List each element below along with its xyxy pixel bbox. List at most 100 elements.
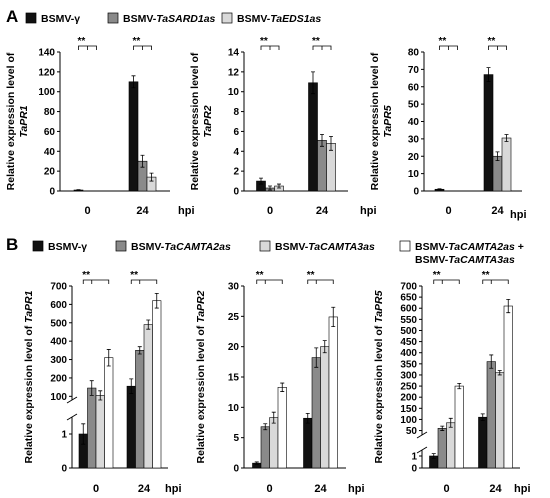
hpi-label: hpi	[165, 483, 182, 495]
x-tick-label-0: 0	[443, 483, 449, 495]
bar-s1-c0	[87, 387, 97, 469]
bar-s2-c0	[446, 422, 456, 469]
chart-b-tapr2: 0 5 10 15 20 25 30 Relative expression level of…	[195, 270, 365, 495]
bar-s0-c1	[308, 82, 318, 192]
y-axis-label-gene: TaPR5	[373, 290, 385, 322]
legend-b-label-0: BSMV-γ	[48, 241, 87, 253]
legend-a-label-prefix-2: BSMV-	[237, 13, 271, 25]
y-tick-label-12: 550	[400, 315, 417, 326]
significance-bracket-c1	[482, 279, 509, 284]
error-bar-s2-c1	[146, 319, 151, 330]
legend-b-label2-italic-3: TaCAMTA3as	[448, 254, 515, 266]
y-tick-label-0: 0	[233, 464, 239, 475]
bar-s2-c1	[501, 137, 512, 192]
error-bar-s2-c1	[497, 370, 502, 376]
legend-b-label-prefix-3: BSMV-	[415, 241, 449, 253]
hpi-label: hpi	[360, 205, 377, 217]
y-tick-label-7: 600	[50, 300, 67, 311]
bar-s3-c0	[454, 385, 464, 469]
bar-s1-c1	[492, 155, 503, 192]
legend-a: BSMV-γ BSMV- TaSARD1as BSMV-TaEDS1as	[25, 12, 321, 25]
panel-label-a: A	[6, 7, 18, 26]
error-bar-s3-c0	[106, 349, 111, 367]
legend-b-label-italic-3: TaCAMTA2as	[448, 241, 515, 253]
significance-bracket-c1	[312, 45, 332, 50]
error-bar-s0-c1	[311, 71, 315, 95]
y-axis-label: Relative expression level of	[189, 52, 201, 190]
error-bar-s1-c1	[137, 346, 142, 355]
bar-s1-c0	[437, 428, 447, 469]
y-tick-label-2: 50	[406, 426, 418, 437]
y-tick-label-6: 120	[38, 67, 55, 78]
legend-b-swatch-0	[32, 240, 44, 252]
y-tick-label-8: 350	[400, 359, 417, 370]
x-tick-label-1: 24	[491, 205, 504, 217]
error-bar-s0-c0	[76, 189, 81, 191]
y-axis-label-gene: TaPR2	[202, 105, 214, 137]
error-bar-s3-c0	[457, 383, 462, 390]
bar-s1-c1	[135, 350, 145, 469]
legend-b-label-prefix-0: BSMV-γ	[48, 241, 87, 253]
y-axis-label-prefix: Relative expression level of	[23, 323, 35, 464]
axis-break-mark	[66, 396, 78, 421]
y-tick-label-3: 200	[50, 373, 67, 384]
y-tick-label-4: 8	[233, 107, 239, 118]
legend-a-label-2: BSMV-TaEDS1as	[237, 13, 321, 25]
bar-s3-c1	[152, 300, 162, 469]
legend-b-swatch-3	[399, 240, 411, 252]
legend-a-label-prefix-0: BSMV-γ	[41, 13, 80, 25]
significance-label-c1: **	[488, 36, 496, 47]
chart-a-tapr5: 0 10 20 30 40 50 60 70 80 Relative expression lev…	[369, 36, 527, 221]
hpi-label: hpi	[178, 205, 195, 217]
y-tick-label-4: 300	[50, 355, 67, 366]
y-axis-label-gene: TaPR1	[23, 290, 35, 322]
panel-label-b: B	[6, 235, 18, 254]
y-tick-label-11: 500	[400, 326, 417, 337]
y-tick-label-6: 12	[228, 67, 240, 78]
legend-b-swatch-1	[115, 240, 127, 252]
axis-break-mark	[416, 431, 428, 454]
y-tick-label-6: 30	[228, 282, 240, 293]
error-bar-s2-c0	[271, 411, 276, 424]
x-tick-label-1: 24	[316, 205, 329, 217]
significance-bracket-c1	[130, 279, 158, 284]
error-bar-s1-c0	[268, 185, 272, 191]
legend-a-swatch-1	[107, 12, 119, 24]
y-axis-label-gene: TaPR1	[18, 105, 30, 137]
bar-s3-c1	[328, 316, 338, 469]
legend-a-label-italic-2: TaEDS1as	[270, 13, 321, 25]
bar-s0-c1	[483, 74, 494, 192]
y-tick-label-3: 100	[400, 415, 417, 426]
error-bar-s3-c1	[154, 292, 159, 309]
error-bar-s0-c1	[480, 413, 485, 421]
error-bar-s1-c0	[89, 380, 94, 396]
legend-a-label-italic-1: TaSARD1as	[156, 13, 215, 25]
y-tick-label-0: 0	[233, 187, 239, 198]
x-tick-label-1: 24	[136, 205, 149, 217]
error-bar-s2-c1	[504, 134, 509, 142]
error-bar-s2-c1	[329, 135, 333, 151]
significance-bracket-c1	[307, 279, 334, 284]
error-bar-s0-c0	[254, 461, 259, 465]
error-bar-s1-c1	[140, 154, 145, 168]
bar-s0-c1	[478, 416, 488, 469]
bar-s2-c1	[495, 372, 505, 469]
significance-label-c1: **	[307, 270, 315, 281]
y-tick-label-5: 200	[400, 393, 417, 404]
y-tick-label-15: 700	[400, 282, 417, 293]
hpi-label: hpi	[348, 483, 365, 495]
error-bar-s3-c0	[280, 382, 285, 392]
y-tick-label-8: 80	[408, 48, 420, 59]
y-tick-label-1: 1	[411, 452, 417, 463]
y-tick-label-1: 20	[44, 167, 56, 178]
significance-bracket-c0	[433, 279, 460, 284]
significance-label-c0: **	[433, 270, 441, 281]
error-bar-s1-c0	[440, 425, 445, 431]
y-tick-label-0: 0	[411, 464, 417, 475]
y-tick-label-7: 300	[400, 370, 417, 381]
significance-label-c1: **	[130, 270, 138, 281]
x-tick-label-0: 0	[266, 483, 272, 495]
error-bar-s1-c0	[263, 423, 268, 431]
y-tick-label-1: 1	[61, 430, 67, 441]
